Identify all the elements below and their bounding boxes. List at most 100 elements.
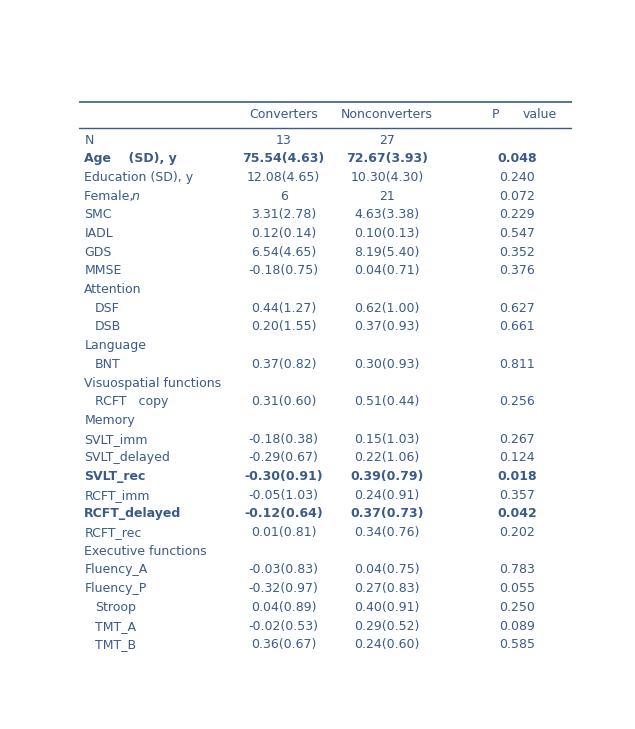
Text: 0.048: 0.048 — [498, 152, 537, 165]
Text: RCFT_imm: RCFT_imm — [84, 488, 150, 502]
Text: 0.44(1.27): 0.44(1.27) — [251, 302, 316, 315]
Text: Attention: Attention — [84, 283, 142, 296]
Text: -0.18(0.38): -0.18(0.38) — [249, 432, 319, 445]
Text: 0.250: 0.250 — [500, 601, 535, 614]
Text: 0.24(0.60): 0.24(0.60) — [354, 638, 420, 651]
Text: 0.811: 0.811 — [500, 358, 535, 371]
Text: 0.31(0.60): 0.31(0.60) — [251, 395, 316, 408]
Text: 0.240: 0.240 — [500, 171, 535, 184]
Text: -0.05(1.03): -0.05(1.03) — [249, 488, 319, 502]
Text: value: value — [523, 109, 557, 122]
Text: 0.37(0.73): 0.37(0.73) — [351, 507, 424, 521]
Text: 0.37(0.82): 0.37(0.82) — [251, 358, 316, 371]
Text: Education (SD), y: Education (SD), y — [84, 171, 194, 184]
Text: 72.67(3.93): 72.67(3.93) — [346, 152, 428, 165]
Text: -0.03(0.83): -0.03(0.83) — [249, 564, 319, 577]
Text: 27: 27 — [379, 133, 395, 147]
Text: 0.055: 0.055 — [499, 582, 535, 595]
Text: 0.229: 0.229 — [500, 208, 535, 222]
Text: 0.661: 0.661 — [500, 321, 535, 333]
Text: SMC: SMC — [84, 208, 112, 222]
Text: P: P — [491, 109, 499, 122]
Text: 0.627: 0.627 — [500, 302, 535, 315]
Text: 0.04(0.75): 0.04(0.75) — [354, 564, 420, 577]
Text: 0.783: 0.783 — [500, 564, 535, 577]
Text: 4.63(3.38): 4.63(3.38) — [354, 208, 420, 222]
Text: DSB: DSB — [95, 321, 121, 333]
Text: TMT_B: TMT_B — [95, 638, 137, 651]
Text: 0.202: 0.202 — [500, 526, 535, 539]
Text: -0.02(0.53): -0.02(0.53) — [249, 620, 319, 633]
Text: -0.12(0.64): -0.12(0.64) — [244, 507, 323, 521]
Text: -0.30(0.91): -0.30(0.91) — [244, 470, 323, 483]
Text: 0.04(0.71): 0.04(0.71) — [354, 265, 420, 278]
Text: n: n — [132, 190, 140, 203]
Text: 0.547: 0.547 — [500, 227, 535, 240]
Text: TMT_A: TMT_A — [95, 620, 136, 633]
Text: 0.20(1.55): 0.20(1.55) — [251, 321, 316, 333]
Text: Female,: Female, — [84, 190, 138, 203]
Text: 0.27(0.83): 0.27(0.83) — [354, 582, 420, 595]
Text: 0.36(0.67): 0.36(0.67) — [251, 638, 316, 651]
Text: DSF: DSF — [95, 302, 120, 315]
Text: MMSE: MMSE — [84, 265, 122, 278]
Text: 0.51(0.44): 0.51(0.44) — [354, 395, 420, 408]
Text: 0.40(0.91): 0.40(0.91) — [354, 601, 420, 614]
Text: 21: 21 — [379, 190, 395, 203]
Text: -0.29(0.67): -0.29(0.67) — [249, 451, 319, 464]
Text: RCFT   copy: RCFT copy — [95, 395, 168, 408]
Text: RCFT_delayed: RCFT_delayed — [84, 507, 182, 521]
Text: RCFT_rec: RCFT_rec — [84, 526, 142, 539]
Text: 12.08(4.65): 12.08(4.65) — [247, 171, 320, 184]
Text: SVLT_delayed: SVLT_delayed — [84, 451, 170, 464]
Text: Age    (SD), y: Age (SD), y — [84, 152, 177, 165]
Text: Converters: Converters — [249, 109, 318, 122]
Text: 0.15(1.03): 0.15(1.03) — [354, 432, 420, 445]
Text: 10.30(4.30): 10.30(4.30) — [351, 171, 424, 184]
Text: 0.585: 0.585 — [499, 638, 535, 651]
Text: 0.30(0.93): 0.30(0.93) — [354, 358, 420, 371]
Text: 0.12(0.14): 0.12(0.14) — [251, 227, 316, 240]
Text: 0.24(0.91): 0.24(0.91) — [354, 488, 420, 502]
Text: IADL: IADL — [84, 227, 113, 240]
Text: 0.01(0.81): 0.01(0.81) — [251, 526, 316, 539]
Text: 0.376: 0.376 — [500, 265, 535, 278]
Text: -0.18(0.75): -0.18(0.75) — [248, 265, 319, 278]
Text: 0.37(0.93): 0.37(0.93) — [354, 321, 420, 333]
Text: N: N — [84, 133, 94, 147]
Text: BNT: BNT — [95, 358, 121, 371]
Text: 0.256: 0.256 — [500, 395, 535, 408]
Text: 0.10(0.13): 0.10(0.13) — [354, 227, 420, 240]
Text: Fluency_P: Fluency_P — [84, 582, 147, 595]
Text: Visuospatial functions: Visuospatial functions — [84, 377, 222, 389]
Text: 0.22(1.06): 0.22(1.06) — [354, 451, 420, 464]
Text: 6.54(4.65): 6.54(4.65) — [251, 246, 316, 259]
Text: Fluency_A: Fluency_A — [84, 564, 147, 577]
Text: 0.62(1.00): 0.62(1.00) — [354, 302, 420, 315]
Text: SVLT_imm: SVLT_imm — [84, 432, 148, 445]
Text: 0.124: 0.124 — [500, 451, 535, 464]
Text: 3.31(2.78): 3.31(2.78) — [251, 208, 316, 222]
Text: 0.042: 0.042 — [497, 507, 537, 521]
Text: 0.352: 0.352 — [500, 246, 535, 259]
Text: Executive functions: Executive functions — [84, 545, 207, 558]
Text: 0.29(0.52): 0.29(0.52) — [354, 620, 420, 633]
Text: 0.39(0.79): 0.39(0.79) — [351, 470, 424, 483]
Text: Memory: Memory — [84, 414, 135, 427]
Text: 0.04(0.89): 0.04(0.89) — [251, 601, 316, 614]
Text: Nonconverters: Nonconverters — [341, 109, 433, 122]
Text: -0.32(0.97): -0.32(0.97) — [249, 582, 319, 595]
Text: Stroop: Stroop — [95, 601, 136, 614]
Text: Language: Language — [84, 339, 146, 352]
Text: GDS: GDS — [84, 246, 112, 259]
Text: 13: 13 — [276, 133, 291, 147]
Text: 6: 6 — [279, 190, 288, 203]
Text: SVLT_rec: SVLT_rec — [84, 470, 145, 483]
Text: 0.34(0.76): 0.34(0.76) — [354, 526, 420, 539]
Text: 0.018: 0.018 — [498, 470, 537, 483]
Text: 0.089: 0.089 — [500, 620, 535, 633]
Text: 0.072: 0.072 — [500, 190, 535, 203]
Text: 75.54(4.63): 75.54(4.63) — [243, 152, 324, 165]
Text: 0.357: 0.357 — [500, 488, 535, 502]
Text: 8.19(5.40): 8.19(5.40) — [354, 246, 420, 259]
